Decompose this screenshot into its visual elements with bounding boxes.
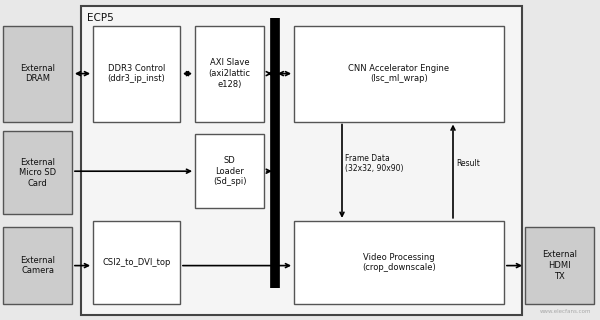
FancyBboxPatch shape	[3, 26, 72, 122]
FancyBboxPatch shape	[294, 26, 504, 122]
Text: External
Camera: External Camera	[20, 256, 55, 276]
FancyBboxPatch shape	[294, 221, 504, 304]
Text: ECP5: ECP5	[87, 13, 114, 23]
Text: Video Processing
(crop_downscale): Video Processing (crop_downscale)	[362, 252, 436, 272]
Text: External
HDMI
TX: External HDMI TX	[542, 250, 577, 281]
Text: CSI2_to_DVI_top: CSI2_to_DVI_top	[103, 258, 170, 267]
Text: External
DRAM: External DRAM	[20, 64, 55, 84]
FancyBboxPatch shape	[93, 221, 180, 304]
FancyBboxPatch shape	[93, 26, 180, 122]
FancyBboxPatch shape	[525, 227, 594, 304]
Text: Result: Result	[456, 159, 480, 168]
FancyBboxPatch shape	[195, 26, 264, 122]
FancyBboxPatch shape	[195, 134, 264, 208]
Text: SD
Loader
(Sd_spi): SD Loader (Sd_spi)	[213, 156, 246, 187]
Text: CNN Accelerator Engine
(lsc_ml_wrap): CNN Accelerator Engine (lsc_ml_wrap)	[349, 64, 449, 84]
FancyBboxPatch shape	[81, 6, 522, 315]
Text: DDR3 Control
(ddr3_ip_inst): DDR3 Control (ddr3_ip_inst)	[107, 64, 166, 84]
Text: AXI Slave
(axi2lattic
e128): AXI Slave (axi2lattic e128)	[209, 58, 251, 89]
FancyBboxPatch shape	[3, 227, 72, 304]
FancyBboxPatch shape	[3, 131, 72, 214]
Text: External
Micro SD
Card: External Micro SD Card	[19, 157, 56, 188]
Text: www.elecfans.com: www.elecfans.com	[539, 308, 591, 314]
Text: Frame Data
(32x32, 90x90): Frame Data (32x32, 90x90)	[345, 154, 404, 173]
